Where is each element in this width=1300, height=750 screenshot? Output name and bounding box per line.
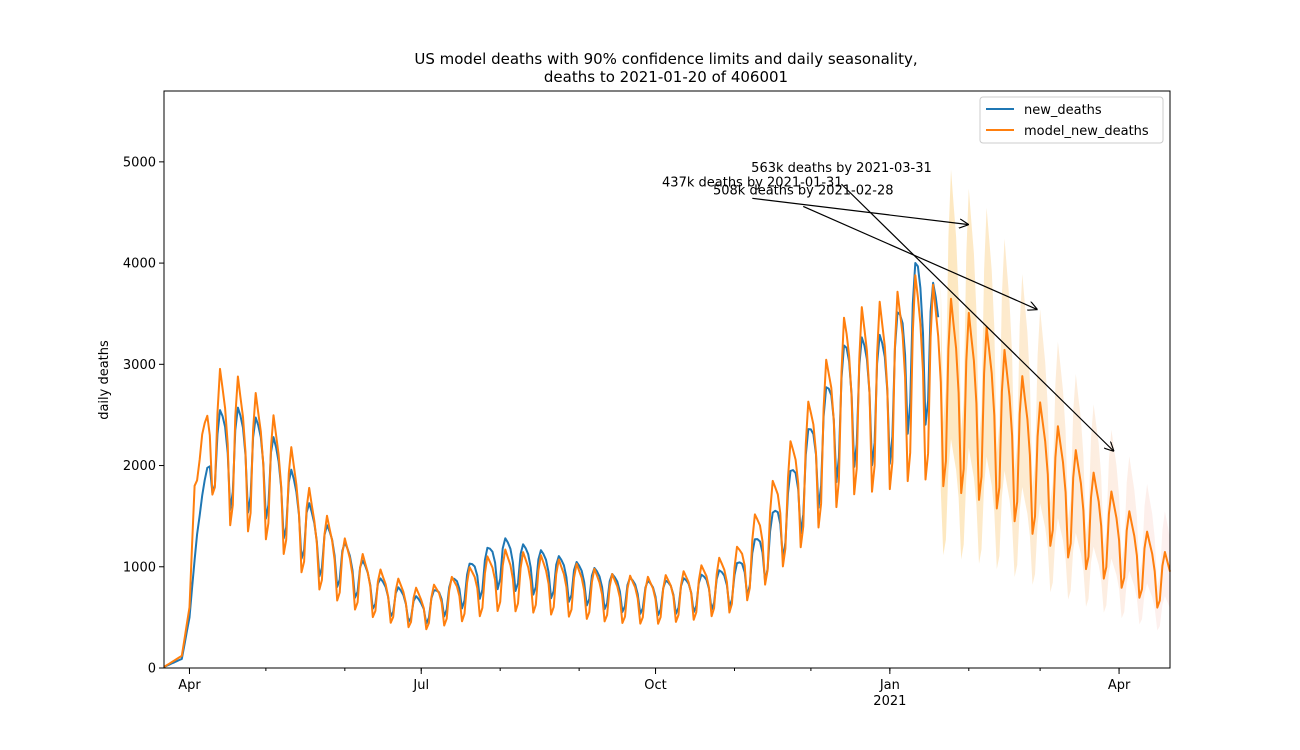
x-tick-label: Jul bbox=[412, 678, 429, 693]
legend-label-new-deaths: new_deaths bbox=[1024, 103, 1102, 118]
axes bbox=[163, 90, 1171, 669]
annotation-arrow bbox=[803, 205, 1037, 309]
chart-title-line-1: US model deaths with 90% confidence limi… bbox=[414, 50, 917, 68]
x-tick-label: Oct bbox=[644, 678, 666, 693]
confidence-band-area bbox=[940, 169, 1170, 631]
y-tick-label: 4000 bbox=[123, 257, 156, 272]
y-tick-label: 2000 bbox=[123, 459, 156, 474]
x-tick-label: Apr bbox=[1108, 678, 1131, 693]
annotation-label: 437k deaths by 2021-01-31 bbox=[662, 175, 843, 190]
legend: new_deaths model_new_deaths bbox=[979, 96, 1164, 144]
y-tick-label: 0 bbox=[148, 662, 156, 677]
y-tick-label: 5000 bbox=[123, 155, 156, 170]
legend-box bbox=[979, 96, 1164, 144]
plot-frame bbox=[163, 90, 1171, 669]
x-tick-sublabel: 2021 bbox=[873, 694, 906, 709]
chart-title: US model deaths with 90% confidence limi… bbox=[414, 50, 917, 86]
x-tick-label: Apr bbox=[178, 678, 201, 693]
annotation-arrow bbox=[841, 183, 1114, 451]
annotation-label: 563k deaths by 2021-03-31 bbox=[751, 161, 932, 176]
series-lines bbox=[163, 262, 1171, 668]
series-line-new-deaths bbox=[163, 262, 940, 668]
x-tick-label: Jan bbox=[879, 678, 900, 693]
series-line-model-new-deaths bbox=[163, 274, 1171, 668]
confidence-band bbox=[940, 169, 1170, 631]
y-axis-label: daily deaths bbox=[97, 340, 112, 420]
y-tick-label: 3000 bbox=[123, 358, 156, 373]
y-tick-label: 1000 bbox=[123, 560, 156, 575]
legend-label-model-new-deaths: model_new_deaths bbox=[1024, 124, 1149, 139]
annotation-label: 508k deaths by 2021-02-28 bbox=[713, 183, 894, 198]
annotation-arrow bbox=[752, 197, 968, 224]
chart-title-line-2: deaths to 2021-01-20 of 406001 bbox=[544, 68, 788, 86]
